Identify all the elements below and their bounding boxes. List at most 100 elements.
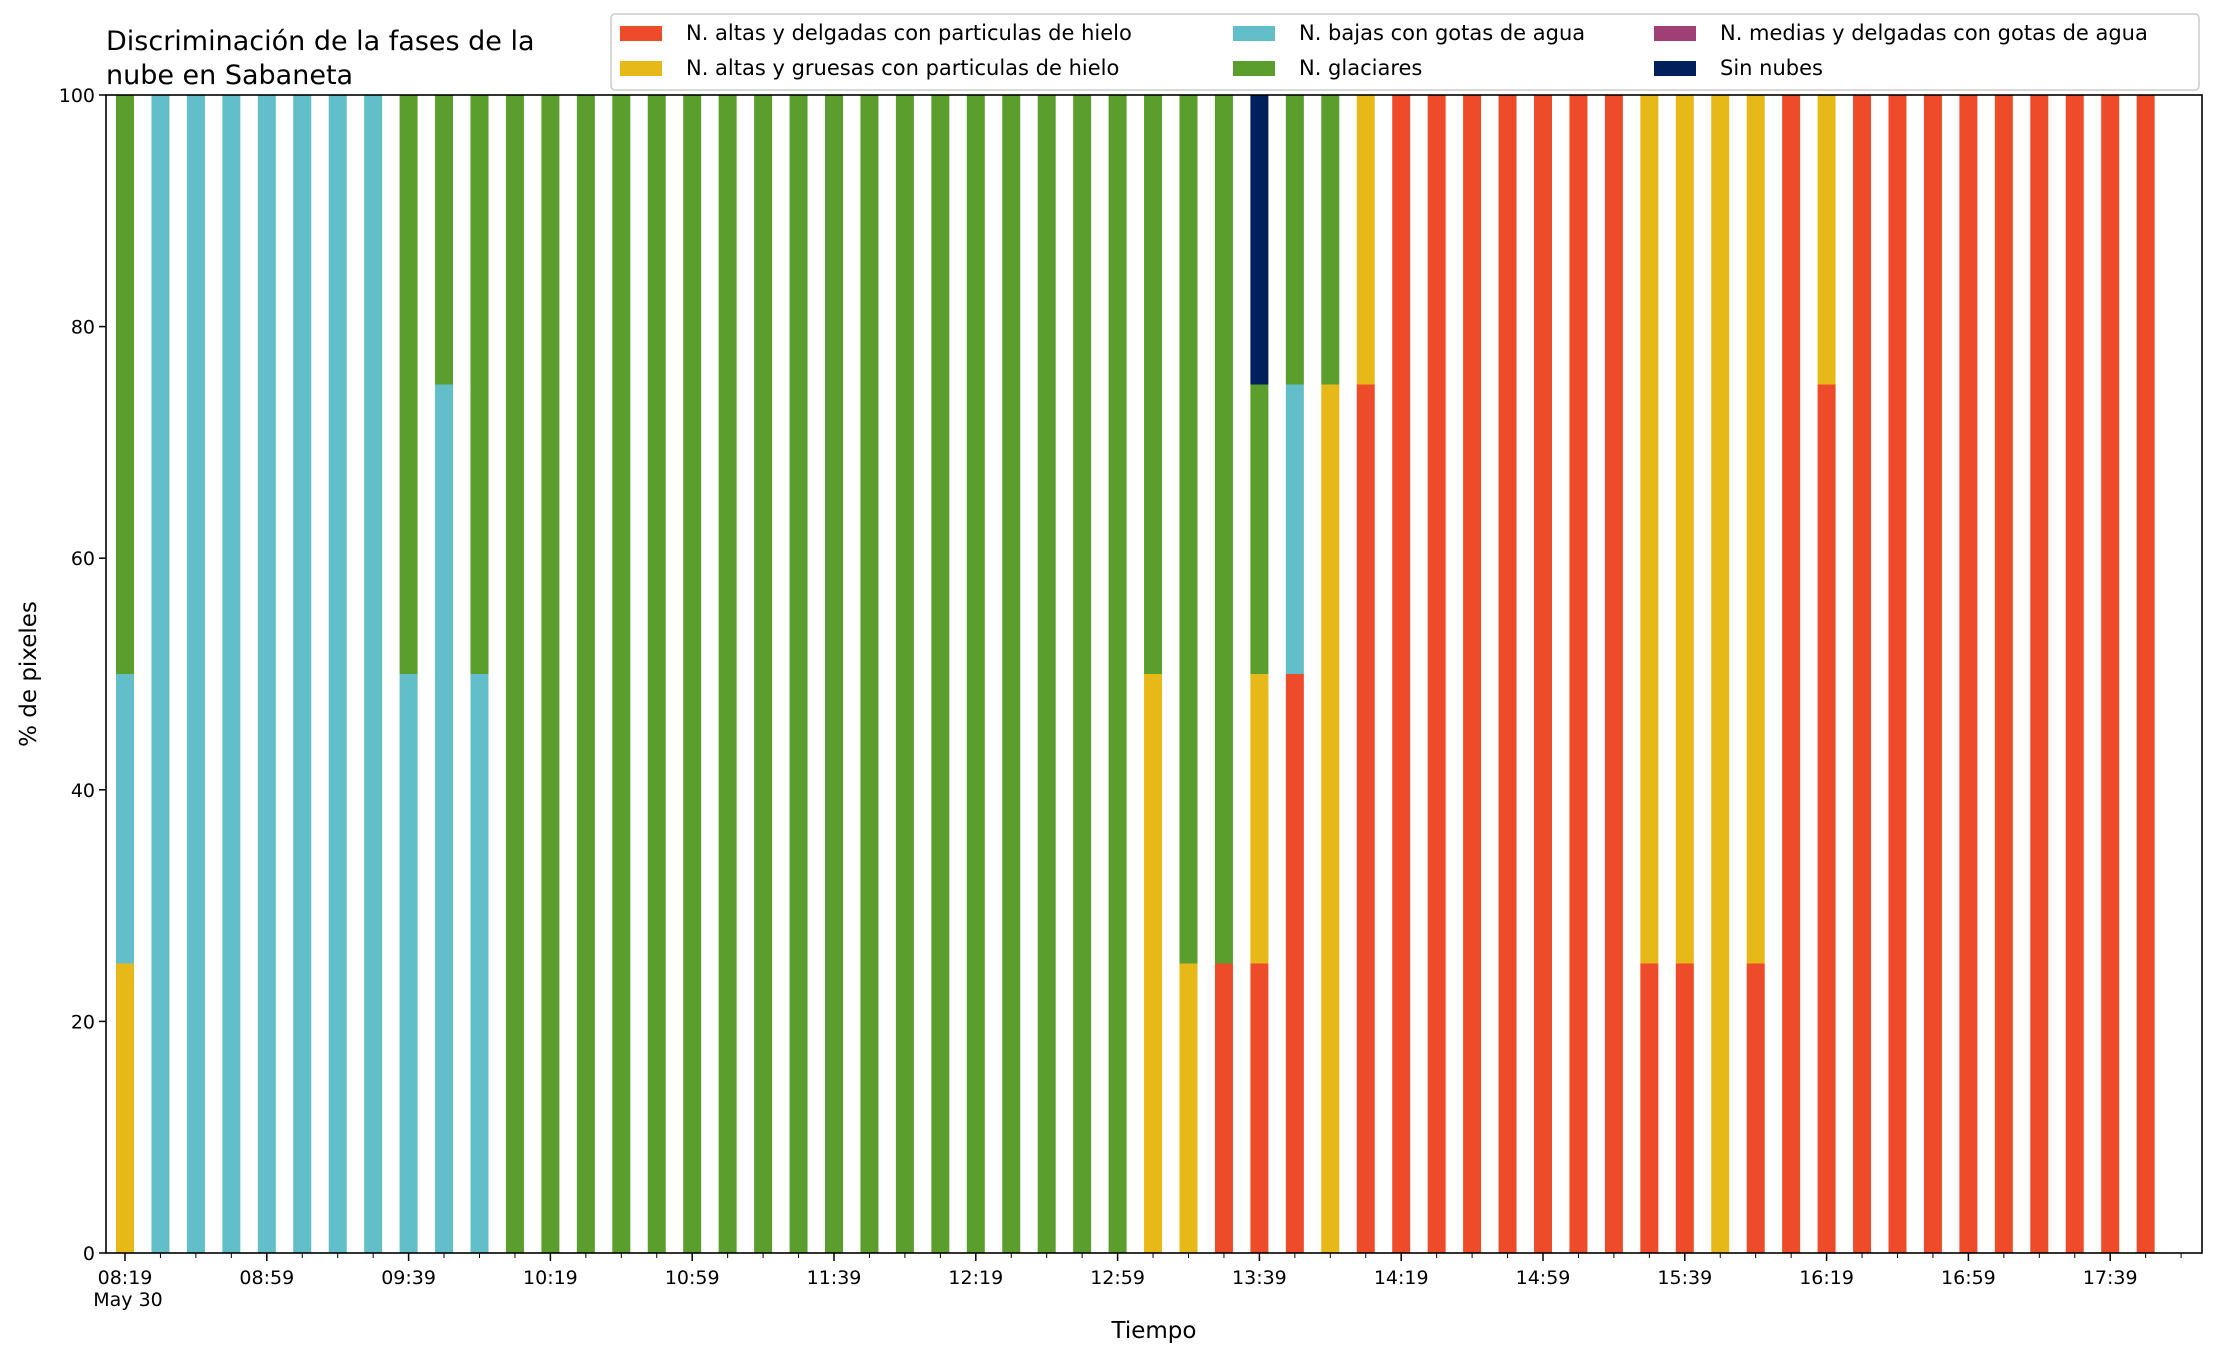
bar-glaciar-13 xyxy=(576,95,595,1253)
x-tick-label-6: 12:19 xyxy=(948,1267,1003,1289)
bar-alta_delgada-53 xyxy=(1994,95,2013,1253)
bar-alta_delgada-50 xyxy=(1888,95,1907,1253)
bar-sin_nubes-32 xyxy=(1250,95,1269,385)
bar-alta_delgada-51 xyxy=(1923,95,1942,1253)
bar-baja_agua-1 xyxy=(151,95,170,1253)
bar-alta_delgada-57 xyxy=(2136,95,2155,1253)
bar-glaciar-8 xyxy=(399,95,418,674)
y-tick-label-100: 100 xyxy=(59,85,95,107)
bar-glaciar-32 xyxy=(1250,384,1269,674)
legend-swatch-baja_agua xyxy=(1233,26,1275,41)
bar-alta_delgada-48 xyxy=(1817,384,1836,1253)
x-tick-label-10: 14:59 xyxy=(1516,1267,1571,1289)
bar-glaciar-20 xyxy=(825,95,843,1253)
x-axis-ticks: 08:19 08:59 09:39 10:19 10:59 11:39 12:19 12:59… xyxy=(98,1253,2182,1289)
x-tick-label-2: 09:39 xyxy=(381,1267,436,1289)
bar-glaciar-22 xyxy=(895,95,914,1253)
plot-frame xyxy=(105,94,2203,1254)
bar-glaciar-11 xyxy=(505,95,524,1253)
bar-baja_agua-9 xyxy=(435,384,454,1253)
bar-glaciar-12 xyxy=(541,95,560,1253)
bar-alta_delgada-41 xyxy=(1569,95,1588,1253)
x-tick-label-7: 12:59 xyxy=(1090,1267,1145,1289)
bar-alta_gruesa-0 xyxy=(116,963,134,1253)
legend: N. altas y delgadas con particulas de hi… xyxy=(610,13,2200,91)
bar-alta_delgada-44 xyxy=(1675,963,1694,1253)
bar-alta_gruesa-44 xyxy=(1675,95,1694,964)
bar-alta_delgada-33 xyxy=(1285,674,1304,1253)
y-tick-label-0: 0 xyxy=(83,1243,95,1265)
chart-title-line-2: nube en Sabaneta xyxy=(106,60,353,91)
x-tick-label-0: 08:19 xyxy=(98,1267,153,1289)
legend-box xyxy=(610,13,2200,91)
x-tick-label-4: 10:59 xyxy=(665,1267,720,1289)
bar-glaciar-14 xyxy=(612,95,631,1253)
bar-alta_delgada-56 xyxy=(2101,95,2120,1253)
bar-glaciar-16 xyxy=(683,95,702,1253)
bar-baja_agua-5 xyxy=(293,95,312,1253)
x-tick-label-13: 16:59 xyxy=(1941,1267,1996,1289)
bar-alta_delgada-31 xyxy=(1214,963,1233,1253)
bar-baja_agua-10 xyxy=(470,674,489,1253)
bar-baja_agua-6 xyxy=(328,95,347,1253)
bar-glaciar-27 xyxy=(1073,95,1092,1253)
legend-label-alta_delgada: N. altas y delgadas con particulas de hi… xyxy=(686,21,1132,45)
bar-glaciar-29 xyxy=(1144,95,1163,674)
bar-alta_gruesa-48 xyxy=(1817,95,1836,385)
bar-alta_delgada-37 xyxy=(1427,95,1446,1253)
bar-baja_agua-33 xyxy=(1285,384,1304,674)
y-tick-label-60: 60 xyxy=(71,548,95,570)
bar-glaciar-10 xyxy=(470,95,489,674)
bar-glaciar-26 xyxy=(1037,95,1056,1253)
legend-label-alta_gruesa: N. altas y gruesas con particulas de hie… xyxy=(686,56,1119,80)
bar-alta_delgada-40 xyxy=(1534,95,1552,1253)
x-tick-label-5: 11:39 xyxy=(807,1267,862,1289)
bar-alta_gruesa-35 xyxy=(1356,95,1375,385)
bar-baja_agua-3 xyxy=(222,95,241,1253)
bar-glaciar-30 xyxy=(1179,95,1198,964)
bar-alta_delgada-35 xyxy=(1356,384,1375,1253)
bar-alta_delgada-42 xyxy=(1604,95,1623,1253)
legend-swatch-alta_gruesa xyxy=(620,61,662,76)
bar-alta_gruesa-34 xyxy=(1321,384,1340,1253)
bar-glaciar-28 xyxy=(1108,95,1127,1253)
legend-swatch-glaciar xyxy=(1233,61,1275,76)
x-tick-label-11: 15:39 xyxy=(1657,1267,1712,1289)
legend-swatch-media_agua xyxy=(1654,26,1696,41)
bar-alta_gruesa-30 xyxy=(1179,963,1198,1253)
bar-alta_gruesa-45 xyxy=(1711,95,1730,1253)
chart-title-line-1: Discriminación de la fases de la xyxy=(106,26,535,57)
legend-label-baja_agua: N. bajas con gotas de agua xyxy=(1299,21,1585,45)
bar-baja_agua-7 xyxy=(364,95,383,1253)
legend-swatch-sin_nubes xyxy=(1654,61,1696,76)
bar-alta_delgada-32 xyxy=(1250,963,1269,1253)
bar-baja_agua-4 xyxy=(257,95,276,1253)
bar-baja_agua-8 xyxy=(399,674,418,1253)
bar-alta_delgada-36 xyxy=(1392,95,1411,1253)
y-axis-ticks: 0 20 40 60 80 100 xyxy=(59,85,106,1265)
legend-label-sin_nubes: Sin nubes xyxy=(1720,56,1823,80)
legend-label-glaciar: N. glaciares xyxy=(1299,56,1422,80)
x-tick-label-14: 17:39 xyxy=(2083,1267,2138,1289)
x-tick-label-9: 14:19 xyxy=(1374,1267,1429,1289)
legend-label-media_agua: N. medias y delgadas con gotas de agua xyxy=(1720,21,2148,45)
bar-glaciar-18 xyxy=(754,95,773,1253)
bar-alta_gruesa-32 xyxy=(1250,674,1269,964)
bar-baja_agua-0 xyxy=(116,674,134,964)
y-axis-label: % de pixeles xyxy=(16,601,42,747)
bar-glaciar-15 xyxy=(647,95,666,1253)
bar-glaciar-21 xyxy=(860,95,879,1253)
bar-alta_gruesa-43 xyxy=(1640,95,1659,964)
x-tick-label-3: 10:19 xyxy=(523,1267,578,1289)
y-tick-label-40: 40 xyxy=(71,780,95,802)
y-tick-label-80: 80 xyxy=(71,317,95,339)
x-tick-label-1: 08:59 xyxy=(239,1267,294,1289)
bar-glaciar-31 xyxy=(1214,95,1233,964)
bar-glaciar-33 xyxy=(1285,95,1304,385)
bar-alta_delgada-49 xyxy=(1853,95,1872,1253)
bar-alta_delgada-54 xyxy=(2030,95,2049,1253)
y-tick-label-20: 20 xyxy=(71,1011,95,1033)
bar-glaciar-19 xyxy=(789,95,808,1253)
x-tick-label-8: 13:39 xyxy=(1232,1267,1287,1289)
